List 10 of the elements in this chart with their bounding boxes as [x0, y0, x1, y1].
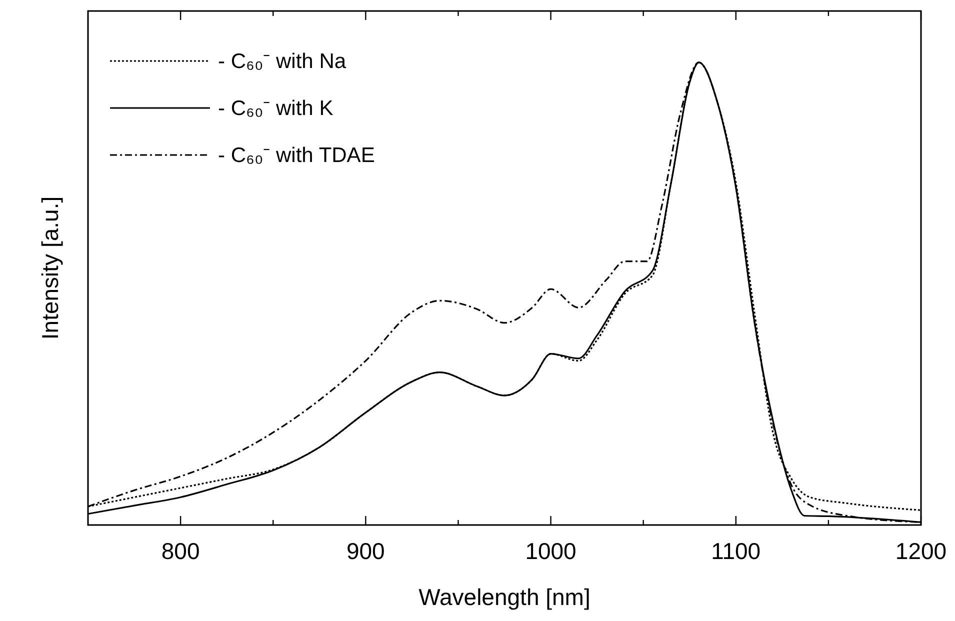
legend-label: - C₆₀⁻ with TDAE	[218, 144, 375, 167]
x-tick-label: 900	[346, 538, 385, 564]
legend-label: - C₆₀⁻ with K	[218, 97, 334, 120]
x-tick-label: 1200	[895, 538, 947, 564]
legend-label: - C₆₀⁻ with Na	[218, 50, 346, 73]
x-tick-label: 1100	[711, 538, 761, 564]
x-tick-label: 800	[161, 538, 200, 564]
y-axis-title: Intensity [a.u.]	[37, 196, 63, 340]
x-tick-label: 1000	[525, 538, 576, 564]
x-axis-title: Wavelength [nm]	[418, 584, 590, 610]
